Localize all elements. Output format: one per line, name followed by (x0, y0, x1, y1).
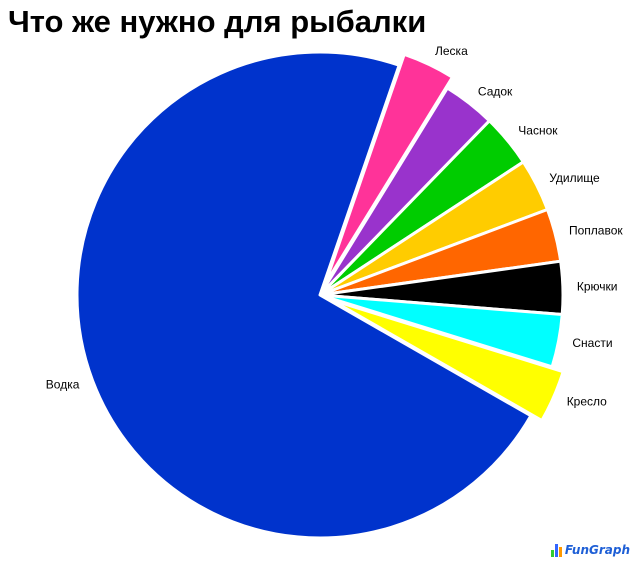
chart-title: Что же нужно для рыбалки (8, 4, 427, 39)
slice-label: Леска (435, 44, 468, 58)
pie-slice (323, 52, 454, 286)
pie-slice (329, 298, 565, 423)
logo-text: FunGraph (564, 543, 630, 557)
slice-label: Садок (478, 84, 513, 98)
slice-label: Крючки (577, 280, 618, 294)
slice-label: Удилище (549, 171, 600, 185)
slice-label: Кресло (567, 394, 607, 408)
bar-chart-icon (550, 544, 562, 557)
pie-slices (75, 50, 565, 540)
slice-label: Часнок (518, 124, 558, 138)
fungraph-logo[interactable]: FunGraph (550, 543, 630, 557)
slice-label: Снасти (572, 336, 612, 350)
pie-labels: Леска Садок Часнок Удилище Поплавок Крючки Сна… (46, 44, 624, 408)
pie-slice (75, 50, 533, 540)
slice-label: Поплавок (569, 224, 623, 238)
slice-label: Водка (46, 378, 80, 392)
